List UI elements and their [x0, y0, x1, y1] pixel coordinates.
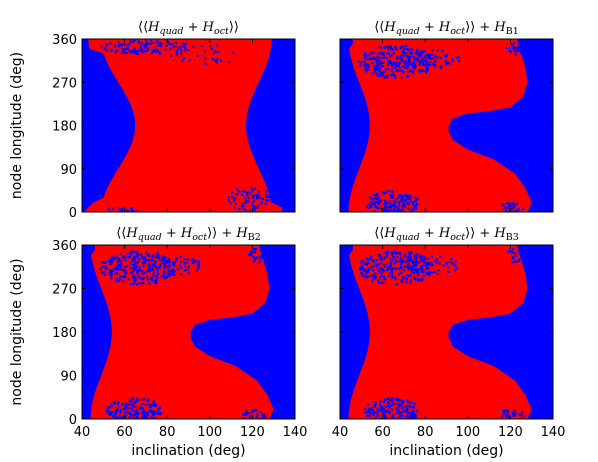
speckle-top-right [507, 248, 527, 264]
speckle-lower-lobe [105, 396, 163, 419]
y-tick-label: 0 [69, 413, 77, 428]
speckle-lower-lobe [365, 190, 419, 212]
x-tick-label: 100 [455, 425, 480, 440]
x-tick-label: 80 [417, 425, 434, 440]
speckle-top-right [505, 41, 526, 56]
x-tick-label: 40 [74, 425, 91, 440]
x-tick-label: 140 [283, 425, 308, 440]
y-axis-label: node longitude (deg) [9, 52, 25, 199]
y-tick-label: 270 [52, 283, 77, 298]
speckle-bottom-right [242, 408, 267, 419]
stable-region [348, 245, 532, 419]
panel-4: 40 60 80 100 120 140 inclination (deg) ⟨⟨Hquad … [332, 226, 566, 459]
speckle-upper-right [142, 255, 201, 277]
y-axis-label: node longitude (deg) [9, 258, 25, 405]
x-tick-label: 60 [374, 425, 391, 440]
x-tick-label: 120 [240, 425, 265, 440]
speckle-upper-right [400, 255, 458, 276]
speckle-bottom-right [501, 202, 525, 212]
panel-title: ⟨⟨Hquad + Hoct⟩⟩ + HB3 [374, 226, 519, 243]
speckle-bottom-right [500, 409, 525, 419]
panel-2: ⟨⟨Hquad + Hoct⟩⟩ + HB1 [339, 20, 554, 213]
stable-region [84, 39, 283, 212]
speckle-bottom-right [227, 186, 271, 212]
speckle-top-mid [170, 44, 235, 65]
x-tick-label: 140 [541, 425, 566, 440]
panel-title: ⟨⟨Hquad + Hoct⟩⟩ [138, 20, 239, 37]
y-tick-label: 180 [52, 326, 77, 341]
speckle-top [100, 39, 190, 55]
x-tick-label: 100 [197, 425, 222, 440]
panel-title: ⟨⟨Hquad + Hoct⟩⟩ + HB1 [374, 20, 519, 37]
x-tick-label: 80 [159, 425, 176, 440]
speckle-top-right [247, 247, 265, 264]
panel-1: 0 90 180 270 360 node longitude (deg) ⟨⟨Hquad … [9, 20, 296, 221]
y-tick-label: 360 [52, 33, 77, 48]
y-tick-label: 180 [52, 120, 77, 135]
y-tick-label: 360 [52, 239, 77, 254]
panel-3: 40 60 80 100 120 140 0 90 180 270 360 node longitud… [9, 226, 307, 459]
y-tick-label: 90 [60, 163, 77, 178]
stable-region [90, 245, 274, 419]
speckle-upper-right [402, 49, 461, 69]
panel-title: ⟨⟨Hquad + Hoct⟩⟩ + HB2 [116, 226, 261, 243]
y-tick-label: 90 [60, 370, 77, 385]
x-tick-label: 60 [116, 425, 133, 440]
y-tick-label: 0 [69, 206, 77, 221]
speckle-upper-lobe [357, 44, 436, 80]
y-tick-label: 270 [52, 76, 77, 91]
stable-region [348, 39, 532, 212]
x-tick-label: 120 [498, 425, 523, 440]
speckle-upper-lobe [359, 250, 434, 286]
x-axis-label: inclination (deg) [131, 443, 245, 459]
x-axis-label: inclination (deg) [389, 443, 503, 459]
x-tick-label: 40 [332, 425, 349, 440]
